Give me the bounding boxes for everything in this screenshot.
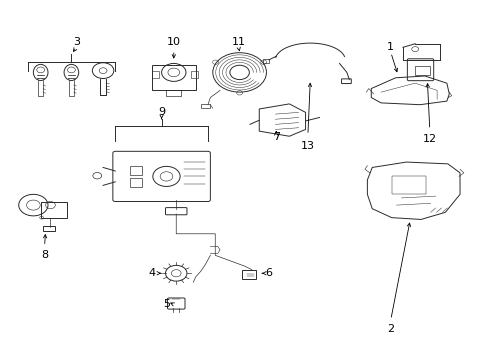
Text: 10: 10 xyxy=(166,37,181,47)
Text: 13: 13 xyxy=(300,141,314,151)
Text: 6: 6 xyxy=(265,268,272,278)
Text: 1: 1 xyxy=(386,42,393,52)
Text: 5: 5 xyxy=(163,299,170,309)
Text: 7: 7 xyxy=(272,132,279,142)
Text: 4: 4 xyxy=(148,268,155,278)
Text: 3: 3 xyxy=(73,37,80,47)
Text: 2: 2 xyxy=(386,324,393,334)
Text: 11: 11 xyxy=(231,37,245,47)
Text: 12: 12 xyxy=(422,134,436,144)
Text: 8: 8 xyxy=(41,250,48,260)
Text: 9: 9 xyxy=(158,107,165,117)
